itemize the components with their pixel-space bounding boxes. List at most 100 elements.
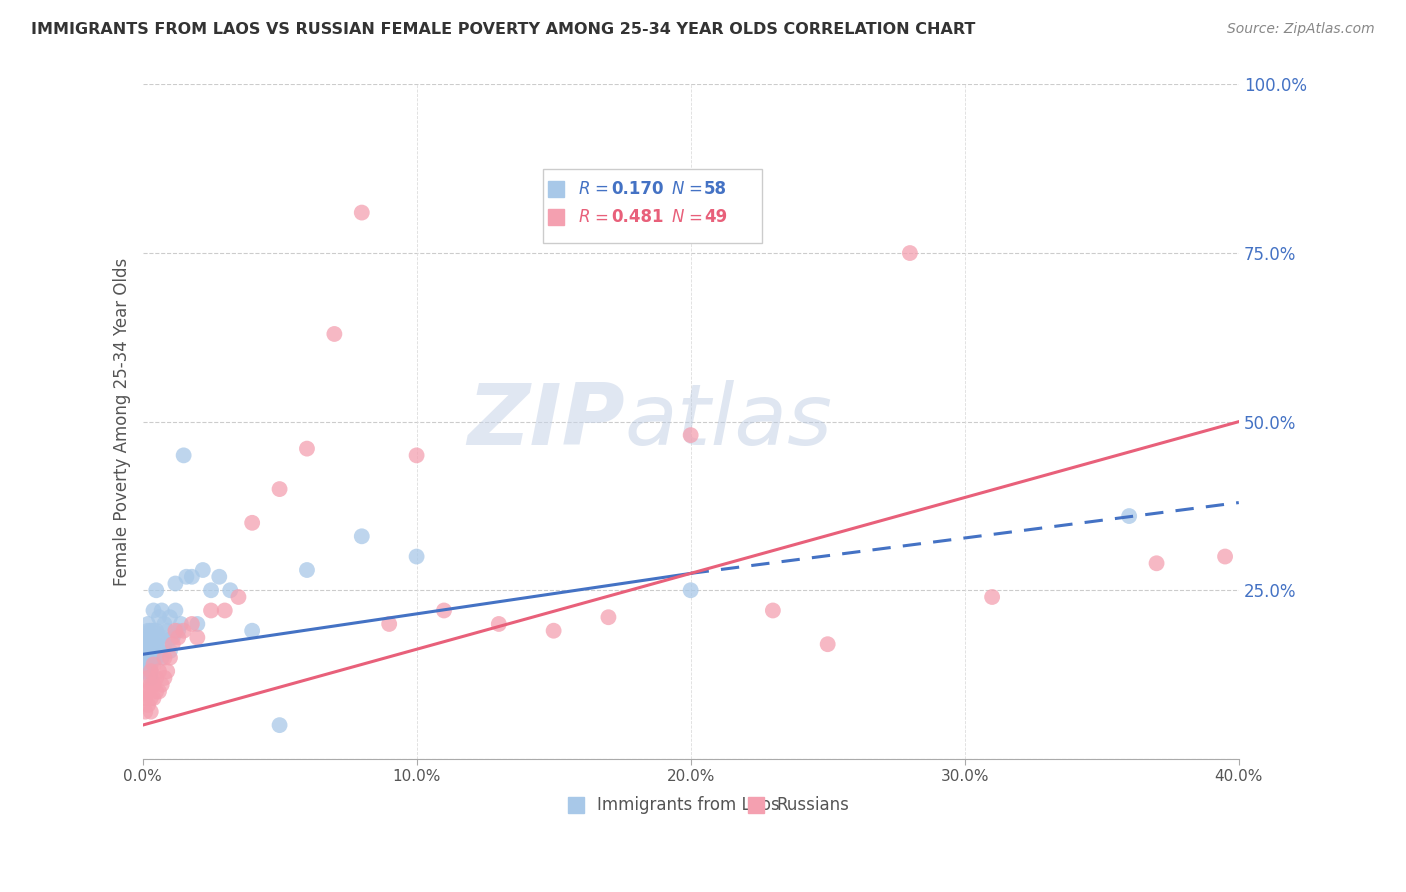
- Point: [136, 698, 159, 712]
- Point: [142, 691, 165, 706]
- Point: [145, 650, 167, 665]
- Text: atlas: atlas: [624, 380, 832, 463]
- Point: [136, 637, 159, 651]
- Point: [153, 650, 176, 665]
- Point: [142, 637, 165, 651]
- Point: [139, 650, 162, 665]
- Text: 0.170: 0.170: [612, 180, 664, 198]
- Text: Source: ZipAtlas.com: Source: ZipAtlas.com: [1227, 22, 1375, 37]
- Point: [405, 549, 427, 564]
- Point: [159, 644, 181, 658]
- Point: [378, 617, 401, 632]
- Point: [142, 678, 165, 692]
- Point: [240, 516, 263, 530]
- Point: [136, 644, 159, 658]
- Point: [148, 664, 170, 678]
- Point: [139, 664, 162, 678]
- Text: 58: 58: [704, 180, 727, 198]
- Text: Immigrants from Laos: Immigrants from Laos: [598, 796, 780, 814]
- Point: [898, 246, 921, 260]
- Point: [180, 570, 202, 584]
- Point: [139, 624, 162, 638]
- Point: [817, 637, 839, 651]
- Point: [139, 671, 162, 685]
- Point: [1146, 556, 1168, 570]
- Point: [295, 563, 318, 577]
- Point: [191, 563, 214, 577]
- Point: [134, 644, 156, 658]
- Text: N: N: [672, 209, 685, 227]
- Point: [134, 684, 156, 698]
- Point: [134, 650, 156, 665]
- Point: [350, 205, 373, 219]
- Point: [167, 631, 190, 645]
- Point: [219, 583, 242, 598]
- Point: [488, 617, 510, 632]
- Point: [139, 644, 162, 658]
- Point: [148, 684, 170, 698]
- Point: [180, 617, 202, 632]
- Point: [139, 664, 162, 678]
- Point: [145, 637, 167, 651]
- Point: [136, 684, 159, 698]
- Text: R: R: [579, 209, 591, 227]
- Point: [139, 691, 162, 706]
- Point: [173, 449, 195, 463]
- Text: 49: 49: [704, 209, 727, 227]
- Point: [176, 570, 198, 584]
- Point: [148, 644, 170, 658]
- Point: [173, 624, 195, 638]
- Point: [153, 617, 176, 632]
- Point: [148, 631, 170, 645]
- Point: [134, 691, 156, 706]
- Text: R: R: [579, 180, 591, 198]
- Point: [139, 678, 162, 692]
- Point: [156, 624, 179, 638]
- Point: [136, 624, 159, 638]
- Point: [139, 705, 162, 719]
- Point: [145, 671, 167, 685]
- Text: =: =: [595, 180, 607, 198]
- Point: [186, 631, 208, 645]
- FancyBboxPatch shape: [543, 169, 762, 243]
- Point: [208, 570, 231, 584]
- Point: [186, 617, 208, 632]
- Point: [145, 624, 167, 638]
- Point: [159, 610, 181, 624]
- Point: [139, 631, 162, 645]
- Point: [981, 590, 1004, 604]
- Point: [269, 718, 291, 732]
- Point: [139, 637, 162, 651]
- Text: =: =: [689, 209, 703, 227]
- Point: [142, 624, 165, 638]
- Point: [1213, 549, 1236, 564]
- Point: [148, 610, 170, 624]
- Point: [153, 671, 176, 685]
- Point: [228, 590, 250, 604]
- Point: [142, 603, 165, 617]
- Point: [170, 617, 193, 632]
- Point: [679, 583, 702, 598]
- Point: [200, 583, 222, 598]
- Text: ZIP: ZIP: [467, 380, 624, 463]
- Point: [150, 678, 173, 692]
- Point: [136, 617, 159, 632]
- Point: [142, 650, 165, 665]
- Text: Russians: Russians: [776, 796, 849, 814]
- Point: [162, 631, 184, 645]
- Point: [134, 705, 156, 719]
- Point: [165, 624, 187, 638]
- Point: [1118, 509, 1140, 524]
- Point: [136, 657, 159, 672]
- Point: [156, 664, 179, 678]
- Point: [323, 326, 346, 341]
- Point: [433, 603, 456, 617]
- Point: [150, 603, 173, 617]
- Point: [136, 671, 159, 685]
- Point: [295, 442, 318, 456]
- Point: [162, 637, 184, 651]
- Point: [269, 482, 291, 496]
- Point: [405, 449, 427, 463]
- Text: IMMIGRANTS FROM LAOS VS RUSSIAN FEMALE POVERTY AMONG 25-34 YEAR OLDS CORRELATION: IMMIGRANTS FROM LAOS VS RUSSIAN FEMALE P…: [31, 22, 976, 37]
- Point: [159, 650, 181, 665]
